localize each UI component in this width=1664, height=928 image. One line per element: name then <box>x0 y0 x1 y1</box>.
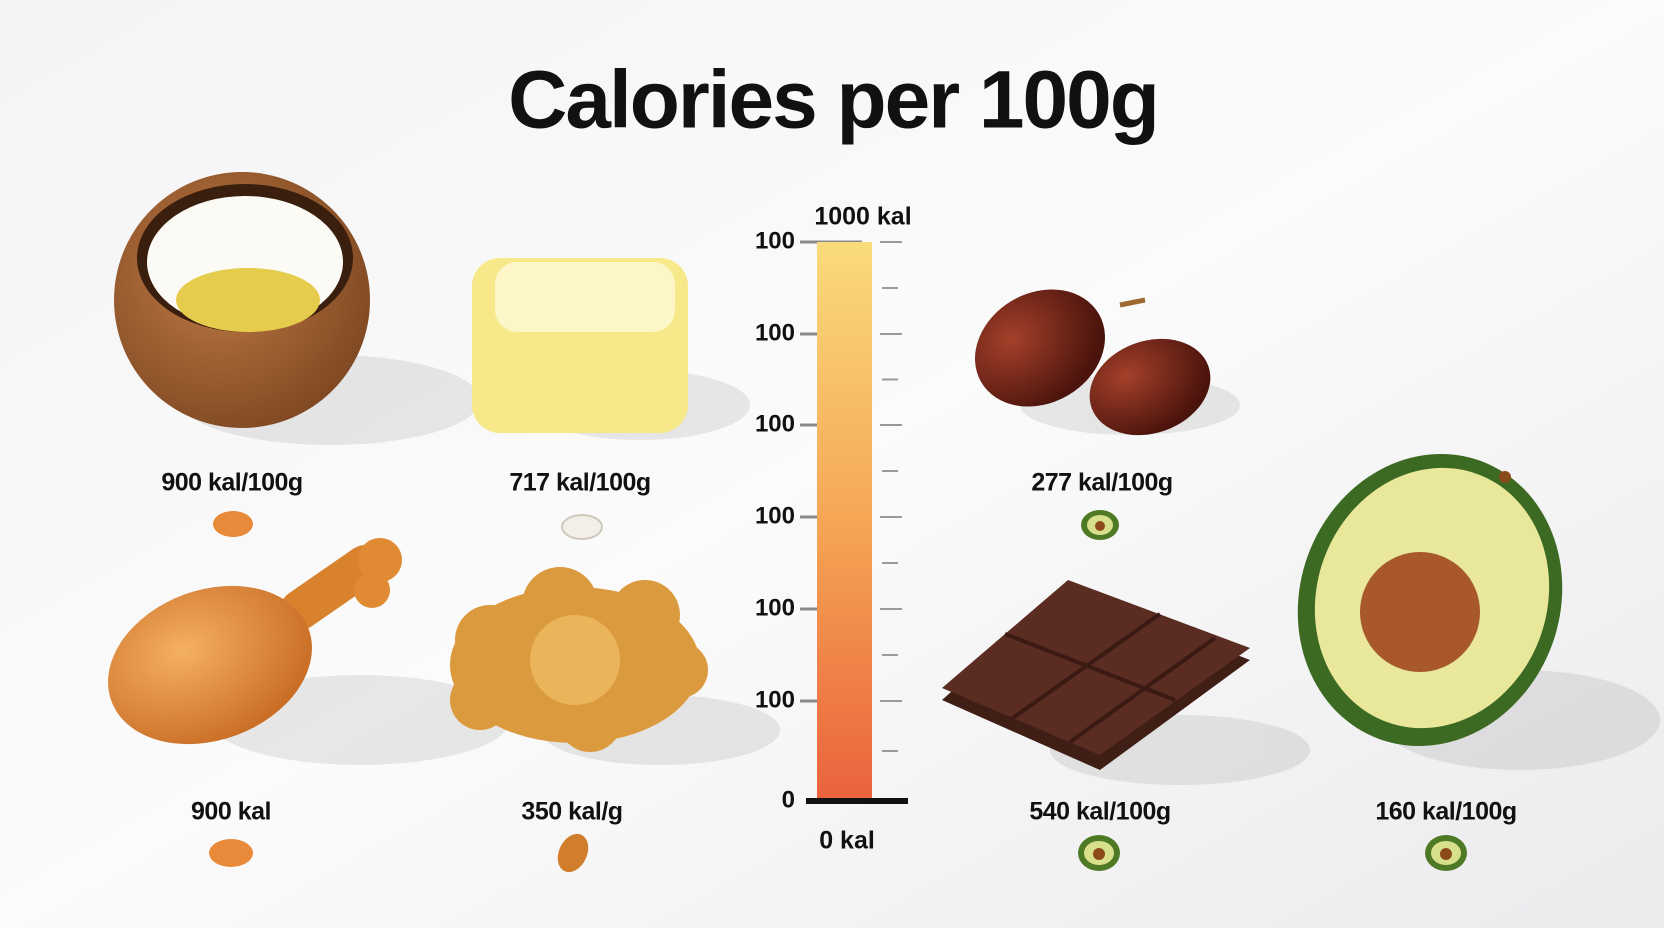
icons-part <box>209 839 253 867</box>
scale-tick-label: 100 <box>755 502 795 529</box>
scale-tick-label: 0 <box>782 786 795 813</box>
chicken-leg-part <box>280 545 385 630</box>
fried-chicken <box>450 567 708 752</box>
fried-chicken-part <box>450 670 510 730</box>
coconut-part <box>176 268 320 332</box>
chocolate-part-part <box>1008 612 1162 722</box>
fried-chicken-part <box>610 580 680 650</box>
title: Calories per 100g <box>508 55 1158 146</box>
fried-chicken-part <box>455 605 525 675</box>
scale-bar <box>817 242 872 801</box>
food-label: 900 kal <box>191 798 271 826</box>
scale-bottom-label: 0 kal <box>819 827 875 855</box>
icons-part <box>1093 848 1105 860</box>
butter-part <box>495 262 675 332</box>
avocado-part <box>1360 552 1480 672</box>
food-label: 277 kal/100g <box>1031 469 1172 497</box>
avocado-part <box>1499 471 1511 483</box>
chicken-leg-part <box>108 585 312 745</box>
scale-tick-label: 100 <box>755 686 795 713</box>
icons-part <box>557 833 589 873</box>
dates <box>975 289 1211 436</box>
chocolate-part-part <box>1068 636 1217 744</box>
chocolate <box>942 580 1250 770</box>
fried-chicken-part <box>530 615 620 705</box>
scale-tick-label: 100 <box>755 594 795 621</box>
chicken-leg-part <box>358 538 402 582</box>
dates-part <box>975 289 1105 407</box>
scale-top-label: 1000 kal <box>814 203 911 231</box>
chicken-leg-part <box>354 572 390 608</box>
scale: 100 100 100 100 100 100 0 1000 kal 0 kal <box>755 203 912 855</box>
butter <box>472 258 688 433</box>
icons <box>209 510 1467 873</box>
food-label: 717 kal/100g <box>509 469 650 497</box>
icons-part <box>1095 521 1105 531</box>
food-label: 350 kal/g <box>521 798 622 826</box>
avocado <box>1297 453 1563 747</box>
icons-part <box>561 514 603 540</box>
chocolate-part <box>1004 612 1217 744</box>
food-label: 160 kal/100g <box>1375 798 1516 826</box>
scale-part: 100 100 100 100 100 100 0 <box>755 227 902 813</box>
coconut <box>114 172 370 428</box>
icons-part <box>1440 848 1452 860</box>
scale-tick-label: 100 <box>755 227 795 254</box>
icons-part <box>213 511 253 537</box>
food-label: 540 kal/100g <box>1029 798 1170 826</box>
food-label: 900 kal/100g <box>161 469 302 497</box>
scale-tick-label: 100 <box>755 319 795 346</box>
chicken-leg <box>108 538 402 745</box>
dates-part <box>1119 297 1146 308</box>
fried-chicken-part <box>652 642 708 698</box>
dates-part <box>1089 338 1211 436</box>
scale-tick-label: 100 <box>755 410 795 437</box>
